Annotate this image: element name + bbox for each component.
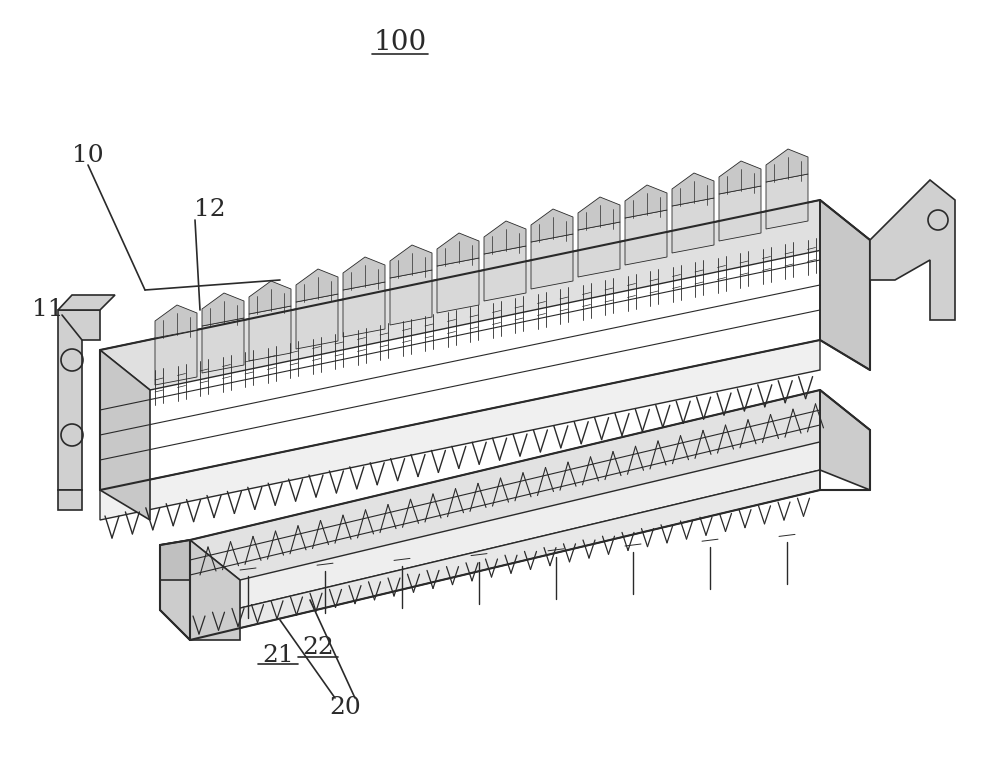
Polygon shape bbox=[155, 305, 197, 338]
Polygon shape bbox=[58, 310, 100, 490]
Polygon shape bbox=[190, 430, 820, 620]
Polygon shape bbox=[190, 470, 820, 640]
Polygon shape bbox=[719, 161, 761, 194]
Text: 21: 21 bbox=[262, 644, 294, 666]
Polygon shape bbox=[484, 246, 526, 301]
Polygon shape bbox=[625, 185, 667, 218]
Text: 20: 20 bbox=[329, 696, 361, 720]
Polygon shape bbox=[190, 390, 870, 580]
Polygon shape bbox=[343, 257, 385, 290]
Polygon shape bbox=[202, 318, 244, 373]
Polygon shape bbox=[484, 221, 526, 254]
Polygon shape bbox=[625, 210, 667, 265]
Polygon shape bbox=[766, 174, 808, 229]
Polygon shape bbox=[249, 306, 291, 361]
Polygon shape bbox=[155, 330, 197, 385]
Polygon shape bbox=[249, 281, 291, 314]
Polygon shape bbox=[578, 197, 620, 230]
Polygon shape bbox=[160, 540, 240, 640]
Polygon shape bbox=[531, 209, 573, 242]
Polygon shape bbox=[100, 200, 870, 390]
Polygon shape bbox=[766, 149, 808, 182]
Polygon shape bbox=[870, 180, 955, 320]
Polygon shape bbox=[58, 295, 115, 310]
Polygon shape bbox=[672, 198, 714, 253]
Polygon shape bbox=[390, 245, 432, 278]
Polygon shape bbox=[296, 269, 338, 302]
Text: 11: 11 bbox=[32, 299, 64, 321]
Polygon shape bbox=[672, 173, 714, 206]
Polygon shape bbox=[100, 350, 150, 520]
Polygon shape bbox=[437, 258, 479, 313]
Polygon shape bbox=[100, 340, 820, 520]
Polygon shape bbox=[719, 186, 761, 241]
Polygon shape bbox=[296, 294, 338, 349]
Polygon shape bbox=[160, 540, 190, 580]
Text: 22: 22 bbox=[302, 636, 334, 659]
Polygon shape bbox=[820, 200, 870, 370]
Polygon shape bbox=[390, 270, 432, 325]
Text: 12: 12 bbox=[194, 198, 226, 222]
Polygon shape bbox=[820, 390, 870, 490]
Text: 10: 10 bbox=[72, 144, 104, 167]
Polygon shape bbox=[578, 222, 620, 277]
Polygon shape bbox=[202, 293, 244, 326]
Polygon shape bbox=[531, 234, 573, 289]
Polygon shape bbox=[58, 490, 82, 510]
Polygon shape bbox=[437, 233, 479, 266]
Text: 100: 100 bbox=[373, 29, 427, 56]
Polygon shape bbox=[343, 282, 385, 337]
